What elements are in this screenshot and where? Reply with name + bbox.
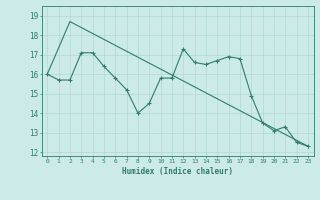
X-axis label: Humidex (Indice chaleur): Humidex (Indice chaleur) [122, 167, 233, 176]
